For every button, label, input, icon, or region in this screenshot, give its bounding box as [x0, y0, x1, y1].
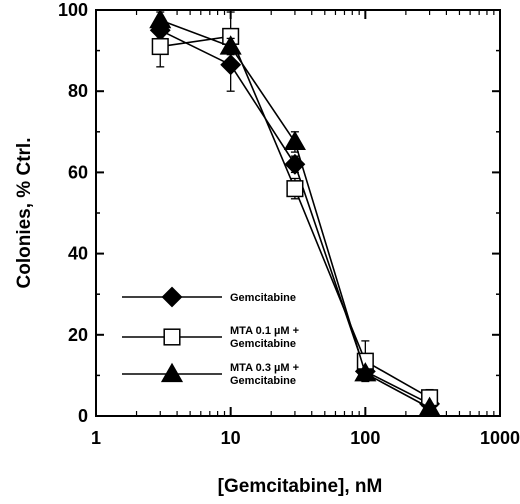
x-tick-label: 1000	[480, 428, 520, 448]
x-tick-label: 1	[91, 428, 101, 448]
legend-label-line: MTA 0.1 µM +	[230, 325, 299, 337]
marker-diamond	[161, 286, 183, 308]
y-tick-label: 80	[68, 81, 88, 101]
marker-square	[163, 328, 181, 346]
legend-label-line: Gemcitabine	[230, 338, 296, 350]
y-tick-label: 100	[58, 0, 88, 20]
legend-label-line: Gemcitabine	[230, 375, 296, 387]
marker-triangle	[354, 362, 377, 382]
x-tick-label: 10	[221, 428, 241, 448]
y-tick-label: 40	[68, 244, 88, 264]
marker-triangle	[160, 362, 184, 383]
marker-triangle	[219, 35, 242, 55]
y-tick-label: 0	[78, 406, 88, 426]
marker-square	[151, 37, 169, 56]
y-tick-label: 20	[68, 325, 88, 345]
plot-frame	[95, 9, 501, 417]
x-tick-label: 100	[350, 428, 380, 448]
legend-label: Gemcitabine	[230, 292, 296, 304]
legend-label: MTA 0.3 µM + Gemcitabine	[230, 362, 299, 387]
marker-triangle	[283, 130, 306, 151]
marker-triangle	[149, 8, 172, 29]
y-axis-title: Colonies, % Ctrl.	[14, 138, 35, 289]
legend-label: MTA 0.1 µM + Gemcitabine	[230, 325, 299, 350]
legend-label-line: MTA 0.3 µM +	[230, 362, 299, 374]
marker-square	[286, 180, 304, 198]
marker-diamond	[220, 54, 242, 76]
marker-triangle	[418, 396, 441, 416]
legend-label-line: Gemcitabine	[230, 292, 296, 304]
y-tick-label: 60	[68, 162, 88, 182]
x-axis-title: [Gemcitabine], nM	[218, 476, 383, 497]
